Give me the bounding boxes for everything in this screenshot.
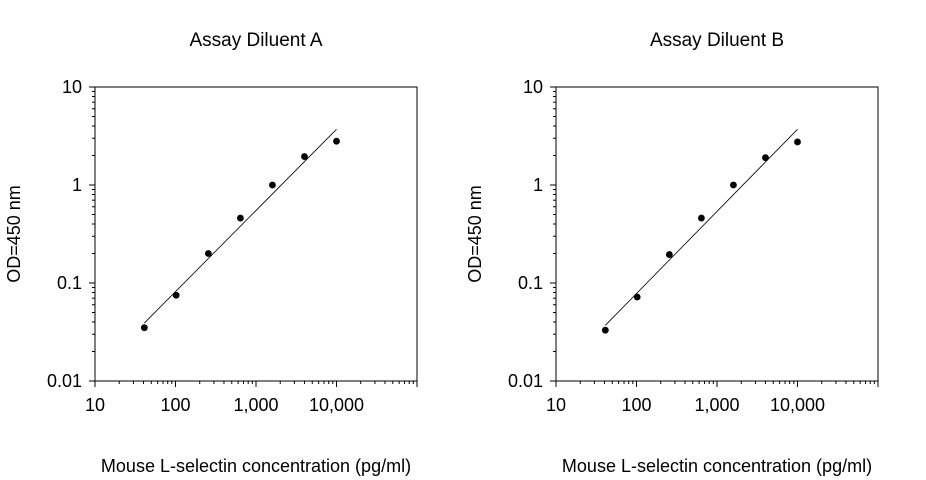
chart-title: Assay Diluent B — [650, 30, 784, 51]
data-point — [236, 214, 244, 222]
data-point — [794, 138, 801, 146]
y-axis-label: OD=450 nm — [465, 185, 485, 283]
y-tick-label: 1 — [533, 175, 543, 195]
y-tick-label: 0.01 — [47, 371, 82, 391]
x-tick-label: 10 — [85, 395, 105, 415]
x-tick-label: 100 — [621, 395, 651, 415]
data-point — [633, 293, 641, 301]
x-tick-label: 1,000 — [233, 395, 278, 415]
data-point — [269, 181, 276, 189]
chart-panel-2: Assay Diluent B 10 100 1,000 10,000 0.01 0.1 1 1… — [465, 30, 879, 476]
y-tick-label: 0.01 — [508, 371, 543, 391]
x-tick-label: 10 — [546, 395, 566, 415]
x-tick-label: 10,000 — [770, 395, 825, 415]
fit-line — [144, 129, 337, 324]
data-point — [204, 250, 212, 257]
y-tick-label: 10 — [62, 77, 82, 97]
plot-frame — [94, 86, 418, 382]
data-point — [301, 153, 308, 160]
x-tick-label: 1,000 — [694, 395, 739, 415]
data-point — [333, 137, 340, 145]
x-axis-label: Mouse L-selectin concentration (pg/ml) — [101, 456, 411, 476]
x-axis-label: Mouse L-selectin concentration (pg/ml) — [562, 456, 872, 476]
plot-frame — [555, 86, 879, 382]
chart-panel-1: Assay Diluent A 10 100 1,000 10,000 0.01 0.1 1 1… — [4, 30, 418, 476]
data-point — [762, 154, 769, 162]
x-tick-label: 10,000 — [309, 395, 364, 415]
data-point — [697, 214, 705, 222]
data-point — [172, 291, 180, 299]
y-tick-label: 1 — [72, 175, 82, 195]
data-point — [601, 326, 609, 334]
data-point — [140, 324, 148, 332]
data-point — [665, 251, 673, 258]
y-tick-label: 10 — [523, 77, 543, 97]
x-tick-label: 100 — [160, 395, 190, 415]
y-axis-label: OD=450 nm — [4, 185, 24, 283]
fit-line — [605, 129, 798, 326]
data-point — [730, 181, 737, 189]
y-tick-label: 0.1 — [518, 273, 543, 293]
chart-title: Assay Diluent A — [189, 30, 322, 51]
y-tick-label: 0.1 — [57, 273, 82, 293]
